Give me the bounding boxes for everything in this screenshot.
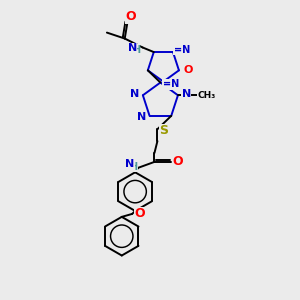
Text: H: H <box>132 44 140 55</box>
Text: H: H <box>129 162 137 172</box>
Text: N: N <box>182 89 191 99</box>
Text: O: O <box>184 65 193 75</box>
Text: N: N <box>128 44 137 53</box>
Text: O: O <box>125 10 136 23</box>
Text: O: O <box>134 207 145 220</box>
Text: N: N <box>125 159 134 169</box>
Text: S: S <box>160 124 169 137</box>
Text: CH₃: CH₃ <box>197 91 215 100</box>
Text: N: N <box>130 89 139 99</box>
Text: =N: =N <box>163 79 179 89</box>
Text: N: N <box>136 112 146 122</box>
Text: =N: =N <box>174 45 190 55</box>
Text: O: O <box>172 155 183 168</box>
